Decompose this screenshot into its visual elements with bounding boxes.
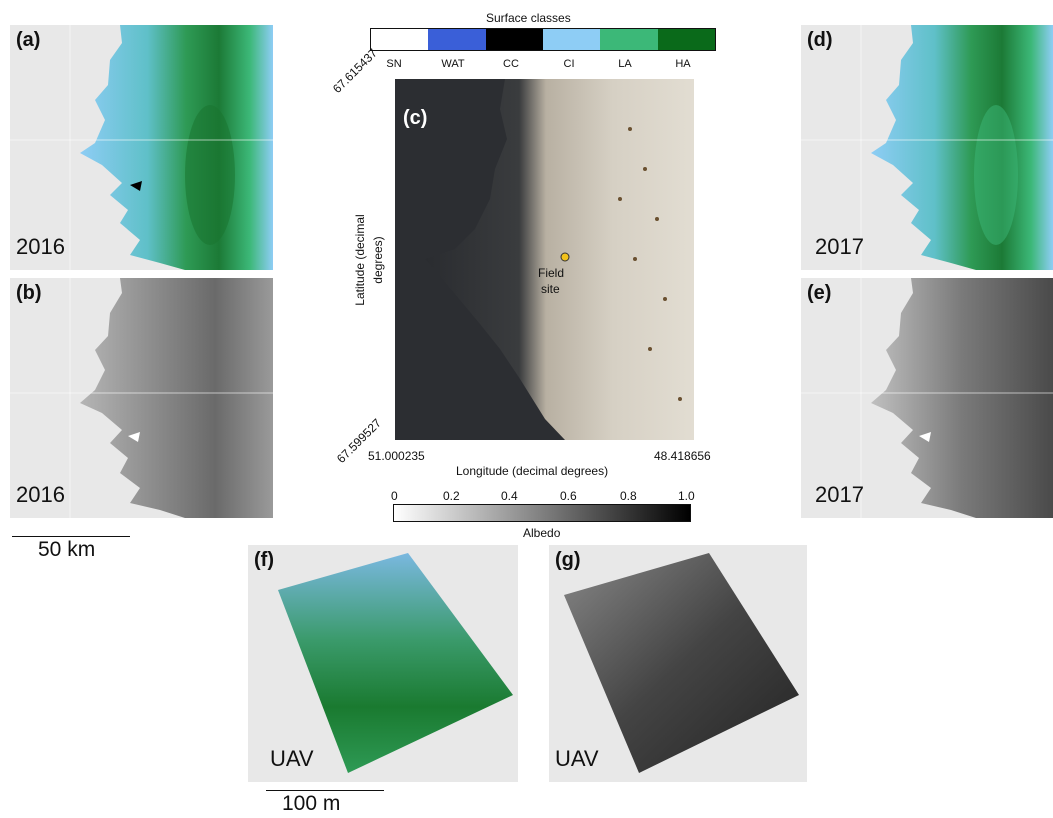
panel-label-d: (d) xyxy=(807,29,833,51)
panel-label-a: (a) xyxy=(16,29,41,51)
lat-axis-label-2: degrees) xyxy=(371,236,385,284)
scale-label-satellite: 50 km xyxy=(38,538,96,561)
uav-albedo-map xyxy=(564,553,799,773)
albedo-tick-0: 0 xyxy=(391,489,398,503)
albedo-title: Albedo xyxy=(523,526,561,540)
legend-swatch-ci xyxy=(542,29,601,50)
panel-label-c: (c) xyxy=(403,107,428,129)
albedo-colorbar xyxy=(393,504,691,522)
albedo-tick-4: 0.8 xyxy=(620,489,637,503)
panel-label-g: (g) xyxy=(555,549,581,571)
classification-map-2017 xyxy=(801,25,1053,270)
panel-label-b: (b) xyxy=(16,282,42,304)
albedo-tick-2: 0.4 xyxy=(501,489,518,503)
panel-label-e: (e) xyxy=(807,282,832,304)
legend-label-ci: CI xyxy=(563,58,575,70)
panel-g-uav-albedo: (g) UAV xyxy=(549,545,807,782)
legend-label-la: LA xyxy=(618,58,632,70)
panel-b-albedo-2016: (b) 2016 xyxy=(10,278,273,518)
panel-a-classification-2016: (a) 2016 xyxy=(10,25,273,270)
uav-caption-f: UAV xyxy=(270,746,314,771)
scale-bar-satellite xyxy=(12,536,130,537)
legend-label-sn: SN xyxy=(386,58,402,70)
year-label-d: 2017 xyxy=(815,234,864,259)
legend-label-wat: WAT xyxy=(441,58,465,70)
panel-d-classification-2017: (d) 2017 xyxy=(801,25,1053,270)
uav-caption-g: UAV xyxy=(555,746,599,771)
legend-swatch-sn xyxy=(371,29,429,50)
year-label-a: 2016 xyxy=(16,234,65,259)
albedo-tick-3: 0.6 xyxy=(560,489,577,503)
panel-f-uav-classification: (f) UAV xyxy=(248,545,518,782)
crevasse-dots xyxy=(618,127,682,401)
panel-label-f: (f) xyxy=(254,549,274,571)
lat-top-label: 67.615437 xyxy=(330,45,381,96)
lon-left-label: 51.000235 xyxy=(368,449,425,463)
scale-label-uav: 100 m xyxy=(282,792,341,815)
legend-swatch-ha xyxy=(657,29,715,50)
satellite-image xyxy=(395,79,694,440)
albedo-tick-5: 1.0 xyxy=(678,489,695,503)
albedo-tick-1: 0.2 xyxy=(443,489,460,503)
lon-axis-label: Longitude (decimal degrees) xyxy=(456,464,609,478)
uav-classification-map xyxy=(278,553,513,773)
scale-bar-uav xyxy=(266,790,384,791)
legend-swatch-la xyxy=(600,29,658,50)
field-site-marker xyxy=(560,252,570,262)
classification-map-2016 xyxy=(10,25,273,270)
lon-right-label: 48.418656 xyxy=(654,449,711,463)
albedo-map-2017 xyxy=(801,278,1053,518)
panel-e-albedo-2017: (e) 2017 xyxy=(801,278,1053,518)
field-site-label-2: site xyxy=(541,282,560,296)
legend-swatch-cc xyxy=(485,29,543,50)
lat-axis-label-1: Latitude (decimal xyxy=(353,214,367,306)
year-label-b: 2016 xyxy=(16,482,65,507)
field-site-label-1: Field xyxy=(538,266,565,280)
albedo-map-2016 xyxy=(10,278,273,518)
surface-classes-legend xyxy=(370,28,716,51)
legend-swatch-wat xyxy=(428,29,486,50)
year-label-e: 2017 xyxy=(815,482,864,507)
legend-title-surface-classes: Surface classes xyxy=(486,11,571,25)
legend-label-cc: CC xyxy=(503,58,519,70)
panel-c-satellite-image: (c) Field site xyxy=(395,79,694,440)
legend-label-ha: HA xyxy=(675,58,691,70)
